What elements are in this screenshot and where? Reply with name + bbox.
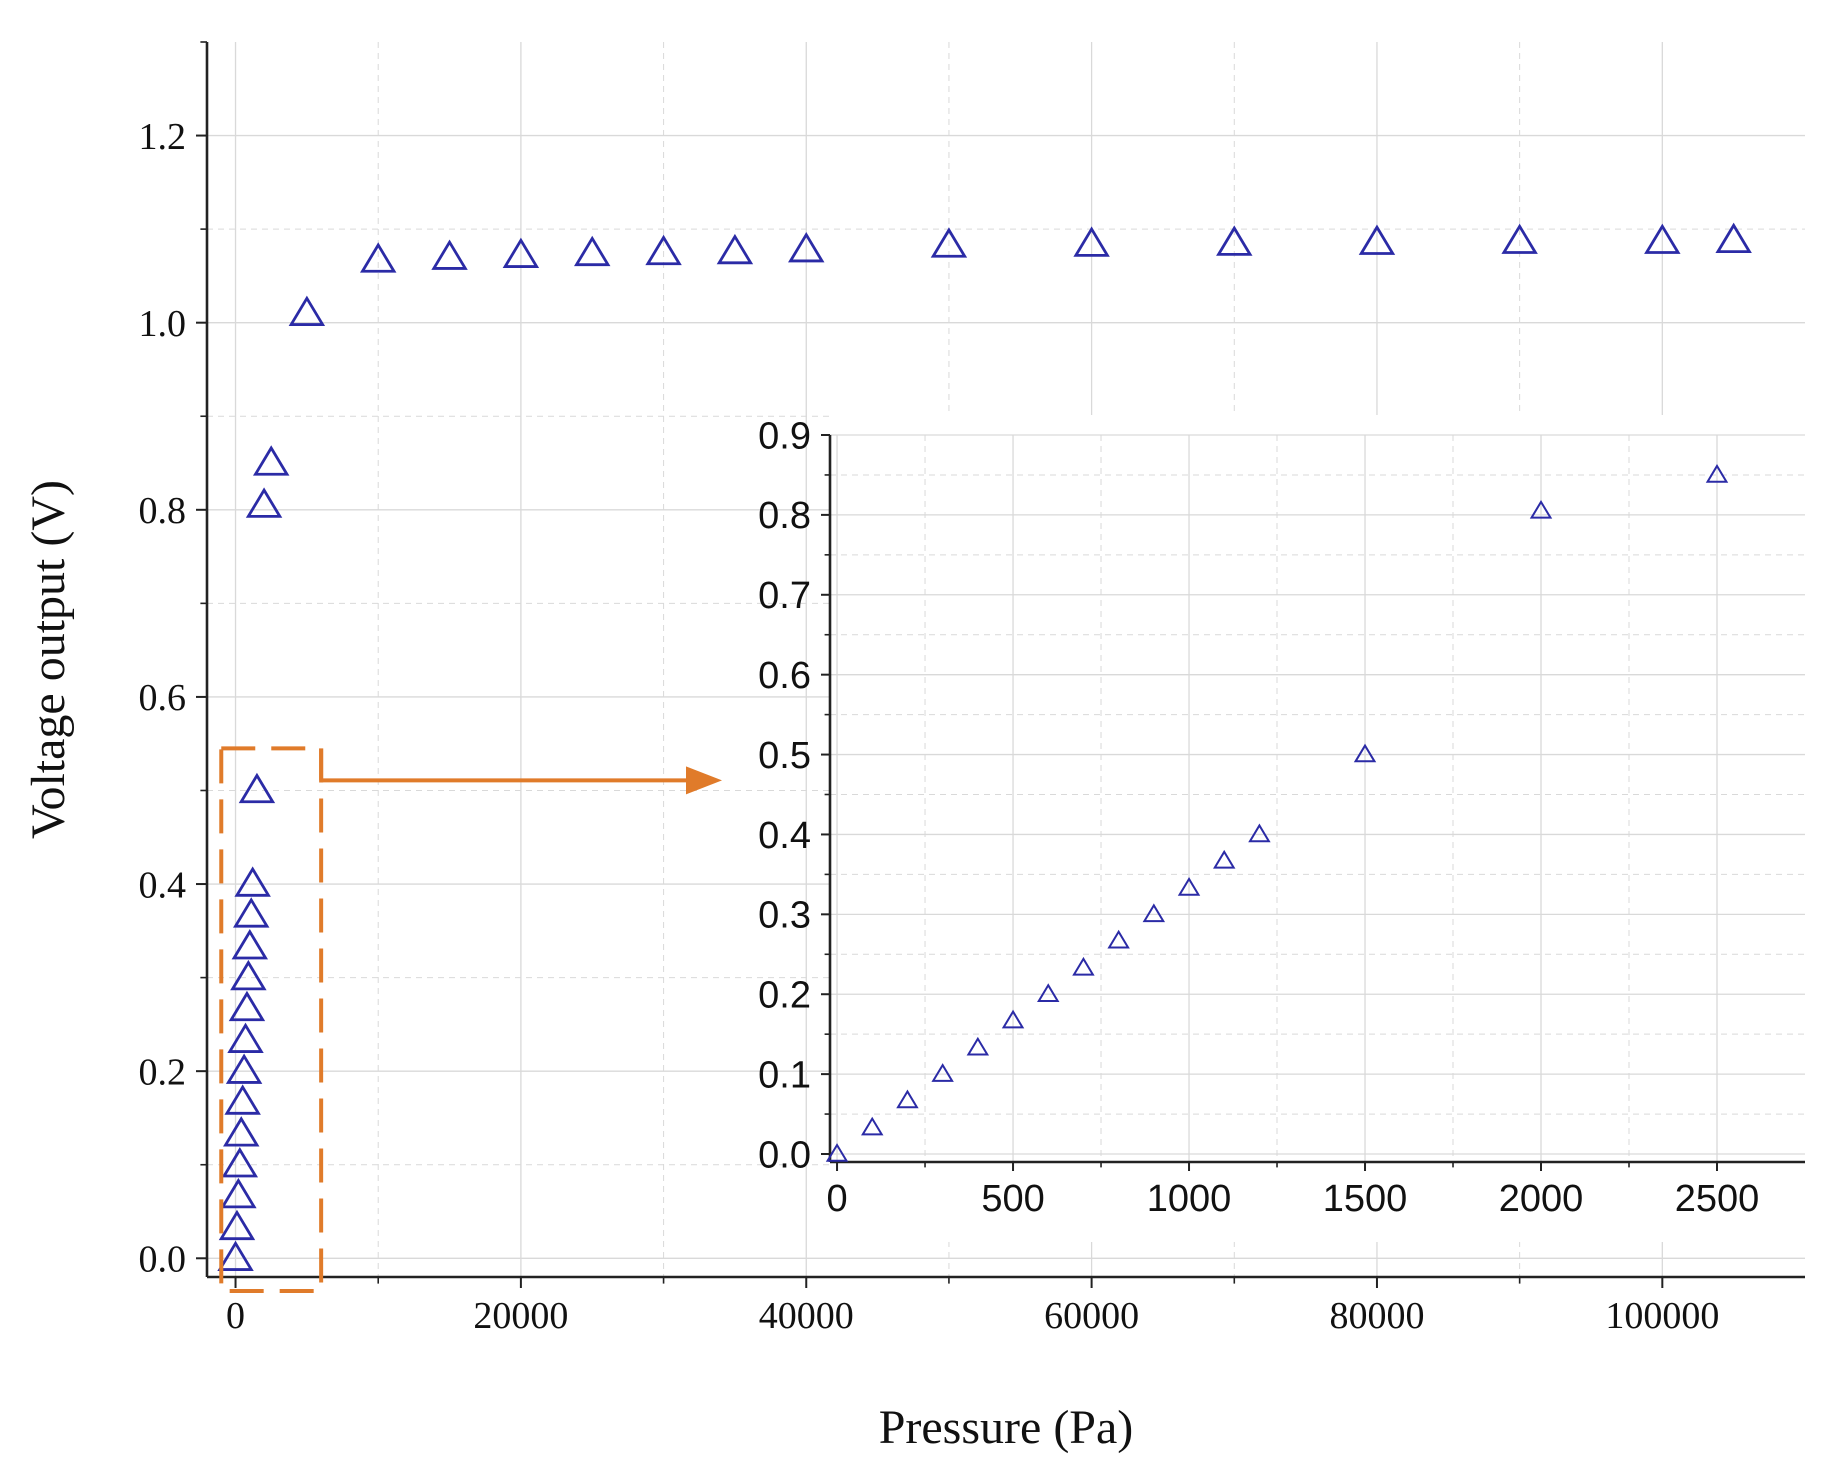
main-data-point [1358, 224, 1396, 255]
main-data-point [221, 1147, 259, 1178]
main-data-point [288, 295, 326, 326]
main-data-point [245, 487, 283, 518]
inset-series [825, 464, 1729, 1162]
main-data-point [230, 959, 267, 991]
main-series [217, 222, 1752, 1271]
main-data-point [234, 866, 271, 897]
main-x-tick-label: 100000 [1605, 1295, 1719, 1337]
inset-data-point [861, 1116, 884, 1136]
main-data-point [220, 1177, 257, 1209]
main-y-tick-label: 0.4 [139, 864, 187, 906]
main-y-tick-label: 0.2 [139, 1051, 187, 1093]
main-y-tick-label: 1.0 [139, 303, 187, 345]
zoom-arrow-head [686, 766, 722, 795]
inset-data-point [1001, 1009, 1025, 1029]
inset-data-point [1107, 929, 1130, 949]
main-data-point [233, 897, 270, 928]
main-data-point [359, 242, 397, 273]
inset-x-tick-label: 500 [981, 1178, 1044, 1220]
inset-data-point [1142, 903, 1166, 923]
main-data-point [224, 1084, 261, 1115]
main-data-point [1216, 225, 1253, 256]
inset-y-tick-label: 0.3 [758, 895, 811, 937]
inset-data-point [1248, 823, 1271, 843]
inset-data-point [1705, 464, 1729, 483]
inset-data-point [1037, 983, 1060, 1002]
main-y-tick-label: 0.0 [139, 1239, 187, 1281]
main-data-point [788, 231, 825, 263]
main-data-point [231, 929, 269, 960]
main-x-tick-label: 0 [226, 1295, 245, 1337]
main-data-point [223, 1116, 260, 1147]
zoom-highlight-box [219, 746, 324, 1294]
inset-y-tick-label: 0.7 [758, 575, 811, 617]
inset-data-point [1213, 849, 1236, 869]
inset-y-tick-label: 0.0 [758, 1134, 811, 1176]
inset-x-tick-label: 1500 [1323, 1178, 1408, 1220]
main-data-point [930, 227, 968, 258]
inset-data-point [825, 1143, 849, 1162]
main-x-tick-label: 40000 [759, 1295, 854, 1337]
main-data-point [645, 234, 682, 266]
inset-y-tick-label: 0.6 [758, 655, 811, 697]
main-data-point [228, 990, 266, 1022]
inset-y-tick-label: 0.4 [758, 815, 811, 857]
main-x-tick-label: 60000 [1044, 1295, 1139, 1337]
main-y-tick-label: 0.6 [139, 677, 187, 719]
inset-grid [830, 434, 1805, 1162]
inset-y-tick-label: 0.5 [758, 735, 811, 777]
main-data-point [1644, 223, 1681, 254]
main-data-point [227, 1022, 264, 1053]
main-data-point [574, 235, 611, 267]
main-x-tick-label: 20000 [473, 1295, 568, 1337]
inset-x-tick-label: 2000 [1499, 1178, 1584, 1220]
inset-data-point [896, 1089, 919, 1109]
inset-data-point [931, 1063, 954, 1082]
main-data-point [217, 1240, 254, 1271]
main-data-point [1501, 223, 1538, 254]
inset-data-point [966, 1036, 990, 1056]
inset-data-point [1353, 743, 1377, 763]
main-y-tick-label: 0.8 [139, 490, 187, 532]
main-y-axis-title: Voltage output (V) [22, 480, 75, 839]
inset-x-tick-label: 0 [826, 1178, 847, 1220]
main-x-tick-label: 80000 [1329, 1295, 1424, 1337]
inset-x-tick-label: 1000 [1147, 1178, 1232, 1220]
inset-y-tick-label: 0.9 [758, 415, 811, 457]
inset-data-point [1072, 956, 1095, 976]
main-data-point [1715, 222, 1752, 253]
zoom-arrow [319, 748, 722, 795]
main-data-point [1073, 226, 1110, 257]
main-x-axis-title: Pressure (Pa) [879, 1401, 1134, 1454]
main-data-point [252, 445, 290, 476]
inset-background [829, 415, 1814, 1242]
main-data-point [502, 237, 540, 268]
inset-y-tick-label: 0.2 [758, 975, 811, 1017]
main-data-point [716, 233, 754, 265]
main-data-point [431, 239, 468, 270]
inset-data-point [1177, 877, 1201, 896]
main-y-tick-label: 1.2 [139, 116, 187, 158]
inset-x-tick-label: 2500 [1675, 1178, 1760, 1220]
main-data-point [218, 1209, 256, 1241]
inset-y-tick-label: 0.8 [758, 495, 811, 537]
main-data-point [225, 1053, 263, 1084]
main-data-point [238, 772, 276, 804]
inset-data-point [1529, 499, 1553, 519]
inset-y-tick-label: 0.1 [758, 1054, 811, 1096]
inset-panel: 0 500 1000 1500 2000 2500 0.0 0.1 0.2 0.3 0.4 0.5 0.… [758, 415, 1814, 1242]
